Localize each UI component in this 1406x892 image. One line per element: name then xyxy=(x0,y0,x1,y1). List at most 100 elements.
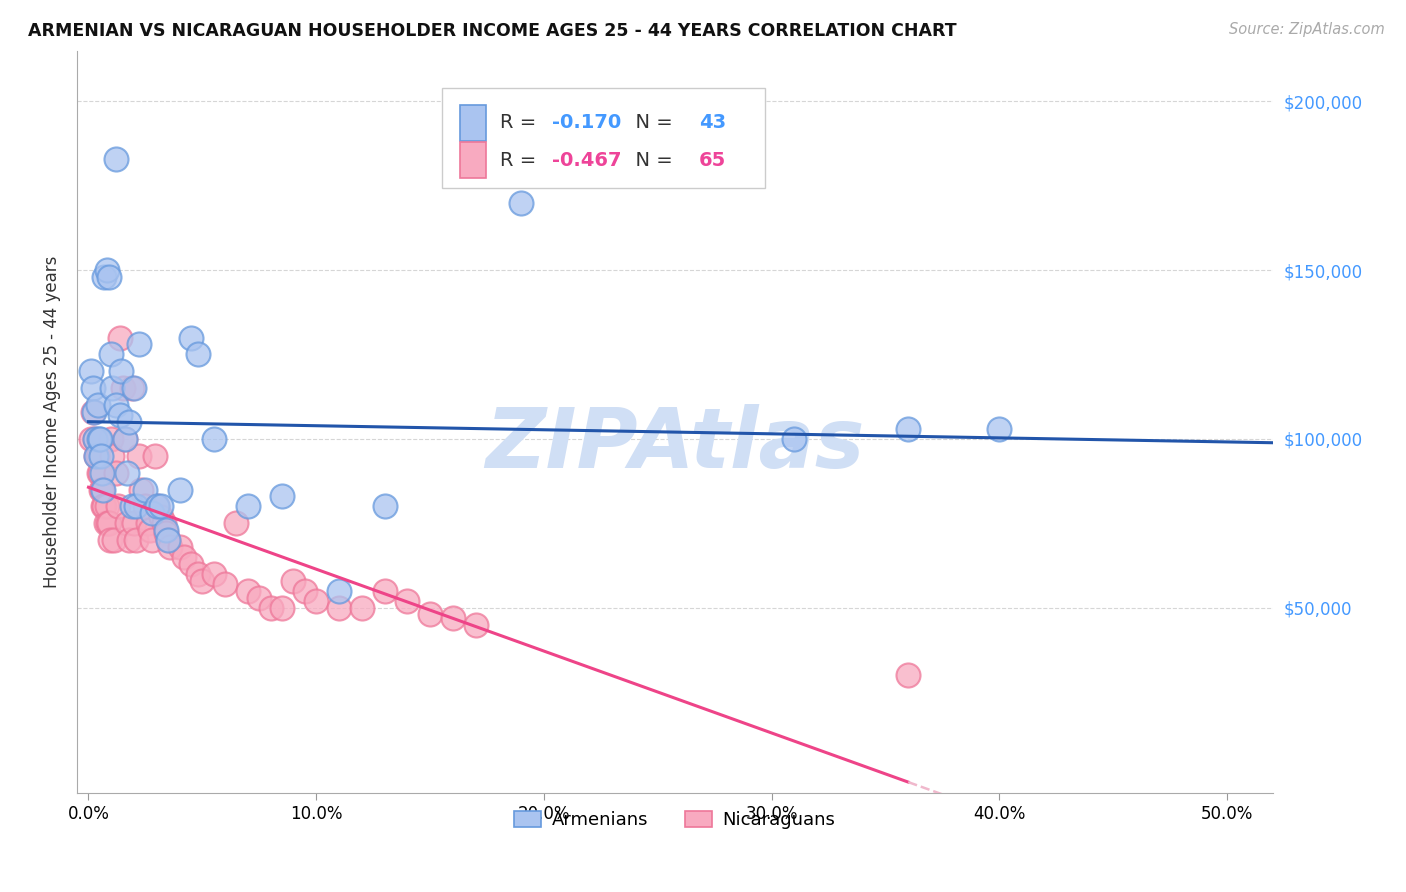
Point xyxy=(236,583,259,598)
Point xyxy=(294,583,316,598)
Point xyxy=(83,405,105,419)
Point xyxy=(328,600,350,615)
Point xyxy=(897,668,920,682)
Point xyxy=(101,449,124,463)
Text: ARMENIAN VS NICARAGUAN HOUSEHOLDER INCOME AGES 25 - 44 YEARS CORRELATION CHART: ARMENIAN VS NICARAGUAN HOUSEHOLDER INCOM… xyxy=(28,22,956,40)
Point xyxy=(110,330,132,344)
Point xyxy=(118,415,141,429)
Point xyxy=(510,195,533,210)
Point xyxy=(143,449,166,463)
Point xyxy=(87,466,110,480)
Point xyxy=(350,600,373,615)
Text: 43: 43 xyxy=(699,113,725,132)
Text: N =: N = xyxy=(623,113,679,132)
Point xyxy=(988,422,1011,436)
Point xyxy=(121,381,143,395)
Point xyxy=(152,516,174,531)
FancyBboxPatch shape xyxy=(441,87,765,188)
Point xyxy=(134,483,156,497)
Point xyxy=(104,398,127,412)
Point xyxy=(114,432,136,446)
Point xyxy=(441,611,464,625)
Point xyxy=(157,533,180,548)
Point xyxy=(157,533,180,548)
Point xyxy=(84,432,107,446)
FancyBboxPatch shape xyxy=(460,142,486,178)
Point xyxy=(180,330,202,344)
Point xyxy=(187,566,209,581)
Point xyxy=(125,500,148,514)
Point xyxy=(82,405,104,419)
Point xyxy=(150,500,173,514)
Y-axis label: Householder Income Ages 25 - 44 years: Householder Income Ages 25 - 44 years xyxy=(44,256,60,588)
Point xyxy=(91,500,114,514)
Point xyxy=(419,607,441,622)
Point xyxy=(84,432,107,446)
Text: ZIPAtlas: ZIPAtlas xyxy=(485,404,865,484)
Point xyxy=(91,483,114,497)
Point xyxy=(271,600,294,615)
Point xyxy=(328,583,350,598)
Text: -0.467: -0.467 xyxy=(551,151,621,169)
Point xyxy=(897,422,920,436)
Point xyxy=(100,347,122,361)
FancyBboxPatch shape xyxy=(460,105,486,141)
Point xyxy=(98,516,121,531)
Point xyxy=(129,483,152,497)
Point xyxy=(97,516,120,531)
Point xyxy=(155,526,177,541)
Point xyxy=(94,516,117,531)
Point xyxy=(122,516,145,531)
Point xyxy=(93,269,115,284)
Point xyxy=(236,500,259,514)
Point xyxy=(225,516,247,531)
Point xyxy=(202,566,225,581)
Point xyxy=(214,577,236,591)
Point xyxy=(111,381,134,395)
Point xyxy=(146,500,169,514)
Point xyxy=(260,600,283,615)
Point xyxy=(169,483,191,497)
Point xyxy=(98,533,121,548)
Legend: Armenians, Nicaraguans: Armenians, Nicaraguans xyxy=(508,804,842,837)
Point xyxy=(128,337,150,351)
Point xyxy=(96,500,118,514)
Text: -0.170: -0.170 xyxy=(551,113,621,132)
Point xyxy=(80,432,103,446)
Point xyxy=(115,516,138,531)
Point xyxy=(121,500,143,514)
Point xyxy=(89,466,111,480)
Point xyxy=(104,466,127,480)
Text: R =: R = xyxy=(501,113,543,132)
Point xyxy=(155,523,177,537)
Point xyxy=(169,540,191,554)
Point xyxy=(464,617,486,632)
Point xyxy=(396,594,419,608)
Point xyxy=(103,533,125,548)
Point xyxy=(80,364,103,378)
Point xyxy=(98,269,121,284)
Point xyxy=(104,152,127,166)
Point xyxy=(136,516,159,531)
Point xyxy=(82,381,104,395)
Point xyxy=(373,500,395,514)
Point xyxy=(93,500,115,514)
Point xyxy=(134,500,156,514)
Point xyxy=(118,533,141,548)
Point xyxy=(187,347,209,361)
Point xyxy=(283,574,305,588)
Point xyxy=(180,557,202,571)
Point xyxy=(91,483,114,497)
Point xyxy=(90,483,112,497)
Point xyxy=(141,506,163,520)
Point xyxy=(305,594,328,608)
Point xyxy=(115,466,138,480)
Point xyxy=(110,364,132,378)
Point xyxy=(139,523,162,537)
Point xyxy=(89,432,111,446)
Point xyxy=(202,432,225,446)
Point xyxy=(141,533,163,548)
Point xyxy=(86,398,108,412)
Point xyxy=(247,591,270,605)
Point xyxy=(173,549,195,564)
